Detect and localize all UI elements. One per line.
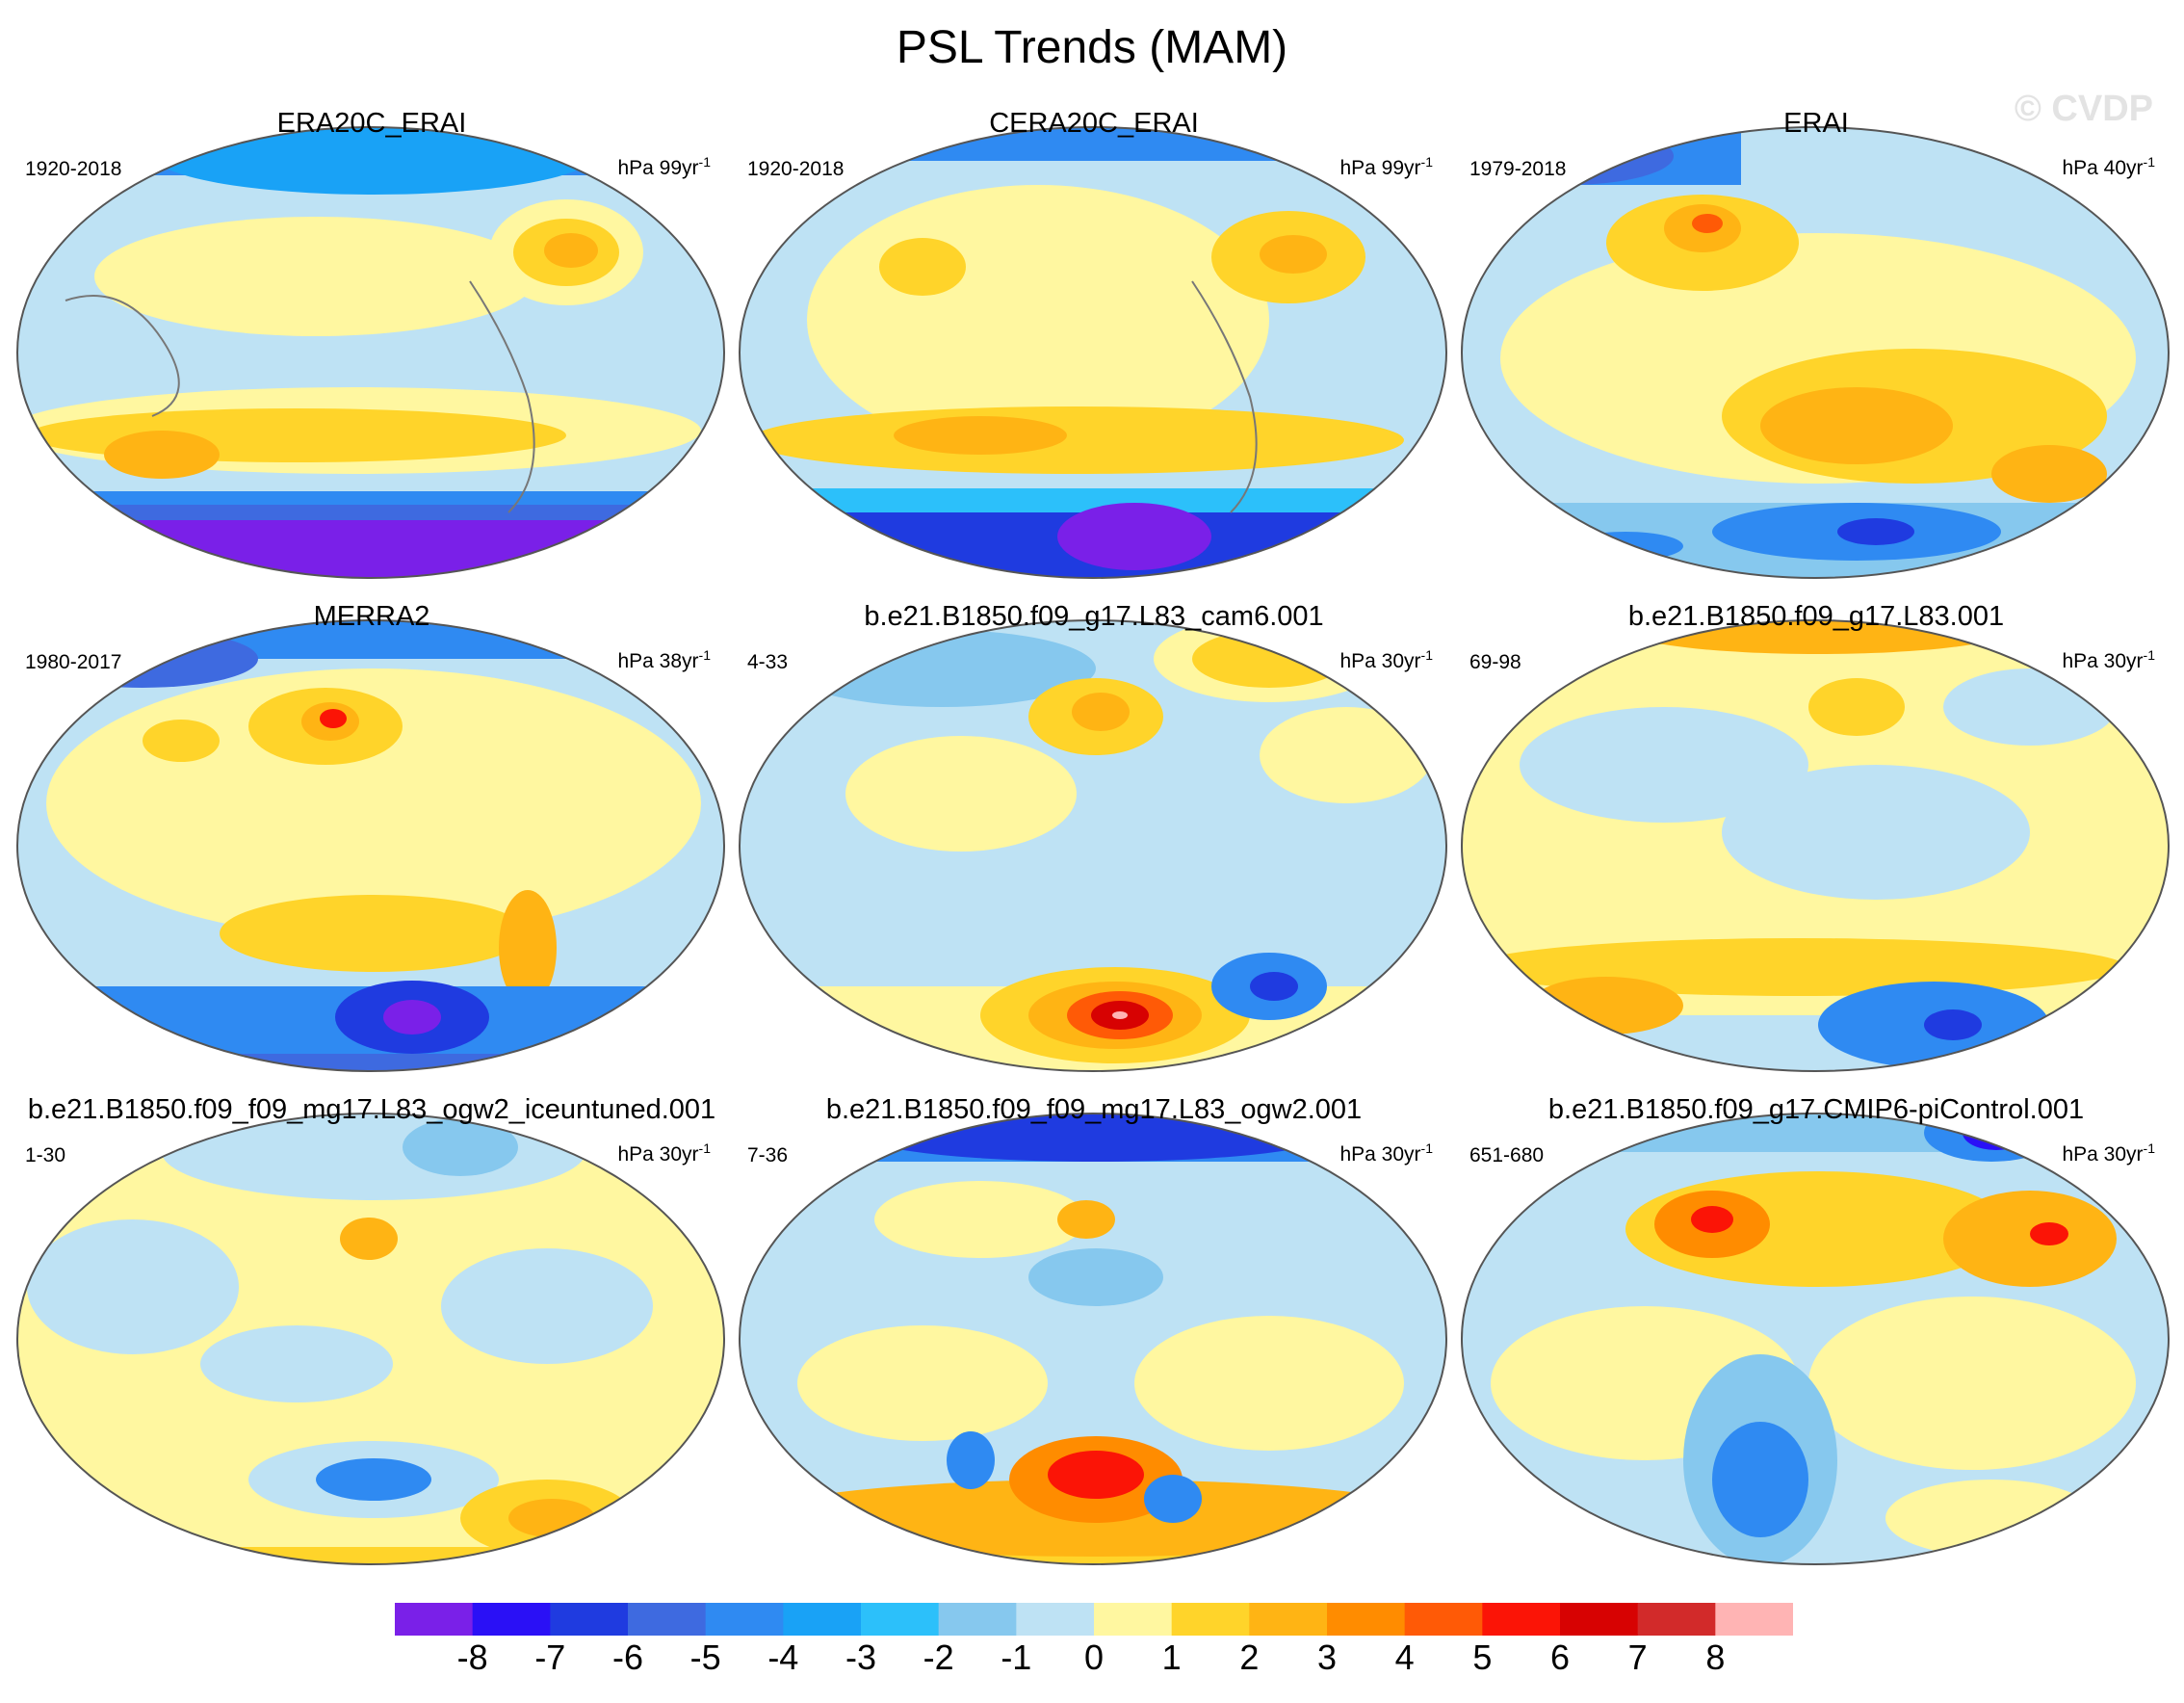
map-picontrol [1461,1113,2170,1565]
map-panel-cam6: b.e21.B1850.f09_g17.L83_cam6.001 4-33 hP… [730,601,1458,1097]
colorbar-swatch [1637,1603,1716,1636]
period-label: 651-680 [1469,1144,1545,1166]
colorbar-tick-label: -8 [456,1638,488,1677]
panel-title: ERA20C_ERAI [276,108,467,139]
units-label: hPa 38yr-1 [617,647,711,672]
colorbar-swatch [783,1603,862,1636]
colorbar-tick-label: 2 [1239,1638,1260,1677]
map-erai [1461,126,2170,579]
colorbar-tick-label: -7 [534,1638,566,1677]
map-panel-erai: ERAI 1979-2018 hPa 40yr-1 [1452,108,2180,604]
colorbar-swatch [1249,1603,1328,1636]
panel-title: b.e21.B1850.f09_f09_mg17.L83_ogw2.001 [825,1094,1363,1125]
colorbar-tick-label: -4 [767,1638,799,1677]
units-label: hPa 30yr-1 [617,1140,711,1166]
map-panel-ogw2: b.e21.B1850.f09_f09_mg17.L83_ogw2.001 7-… [730,1094,1458,1590]
panel-title: b.e21.B1850.f09_g17.CMIP6-piControl.001 [1547,1094,2085,1125]
panel-title: b.e21.B1850.f09_g17.L83_cam6.001 [864,601,1324,632]
period-label: 1-30 [25,1144,66,1166]
panel-title: b.e21.B1850.f09_f09_mg17.L83_ogw2_iceunt… [27,1094,716,1125]
colorbar-swatch [1715,1603,1793,1636]
period-label: 4-33 [747,651,789,673]
map-panel-merra2: MERRA2 1980-2017 hPa 38yr-1 [8,601,736,1097]
cvdp-watermark: © CVDP [2014,89,2153,129]
colorbar-swatch [628,1603,707,1636]
panel-title: MERRA2 [313,601,430,632]
colorbar-tick-label: 4 [1394,1638,1415,1677]
colorbar-tick-label: 5 [1472,1638,1493,1677]
map-panel-cera20c: CERA20C_ERAI 1920-2018 hPa 99yr-1 [730,108,1458,604]
map-panel-l83: b.e21.B1850.f09_g17.L83.001 69-98 hPa 30… [1452,601,2180,1097]
panel-title: b.e21.B1850.f09_g17.L83.001 [1627,601,2005,632]
colorbar-swatch [1404,1603,1483,1636]
colorbar-swatch [550,1603,629,1636]
colorbar-tick-label: 0 [1083,1638,1105,1677]
colorbar-swatch [938,1603,1017,1636]
colorbar-swatch [1482,1603,1561,1636]
colorbar-tick-label: 1 [1161,1638,1182,1677]
map-panel-ogw2-iceuntuned: b.e21.B1850.f09_f09_mg17.L83_ogw2_iceunt… [8,1094,736,1590]
colorbar-swatch [472,1603,551,1636]
colorbar [395,1603,1793,1636]
units-label: hPa 99yr-1 [617,154,711,179]
period-label: 1920-2018 [25,158,122,180]
period-label: 7-36 [747,1144,789,1166]
colorbar-tick-label: 6 [1549,1638,1571,1677]
panel-title: ERAI [1783,108,1849,139]
colorbar-tick-label: -5 [689,1638,721,1677]
map-era20c [16,126,725,579]
period-label: 1979-2018 [1469,158,1567,180]
units-label: hPa 30yr-1 [1339,647,1433,672]
units-label: hPa 30yr-1 [2062,647,2155,672]
period-label: 69-98 [1469,651,1521,673]
units-label: hPa 99yr-1 [1339,154,1433,179]
period-label: 1920-2018 [747,158,845,180]
colorbar-swatch [861,1603,940,1636]
colorbar-swatch [395,1603,474,1636]
panel-title: CERA20C_ERAI [989,108,1199,139]
colorbar-tick-label: 3 [1316,1638,1338,1677]
colorbar-tick-label: 8 [1705,1638,1726,1677]
map-ogw2-iceuntuned [16,1113,725,1565]
colorbar-swatch [1094,1603,1173,1636]
map-ogw2 [739,1113,1447,1565]
colorbar-tick-label: 7 [1627,1638,1648,1677]
map-l83 [1461,619,2170,1072]
colorbar-tick-label: -1 [1001,1638,1032,1677]
colorbar-swatch [1327,1603,1406,1636]
main-title: PSL Trends (MAM) [896,22,1288,73]
map-panel-picontrol: b.e21.B1850.f09_g17.CMIP6-piControl.001 … [1452,1094,2180,1590]
map-cera20c [739,126,1447,579]
colorbar-swatch [1560,1603,1639,1636]
colorbar-swatch [1016,1603,1095,1636]
period-label: 1980-2017 [25,651,122,673]
colorbar-tick-label: -2 [923,1638,954,1677]
map-cam6 [739,619,1447,1072]
map-merra2 [16,619,725,1072]
colorbar-swatch [705,1603,784,1636]
colorbar-tick-label: -3 [845,1638,876,1677]
colorbar-tick-label: -6 [611,1638,643,1677]
units-label: hPa 30yr-1 [1339,1140,1433,1166]
colorbar-swatch [1171,1603,1250,1636]
units-label: hPa 30yr-1 [2062,1140,2155,1166]
units-label: hPa 40yr-1 [2062,154,2155,179]
map-panel-era20c: ERA20C_ERAI 1920-2018 hPa 99yr-1 [8,108,736,604]
